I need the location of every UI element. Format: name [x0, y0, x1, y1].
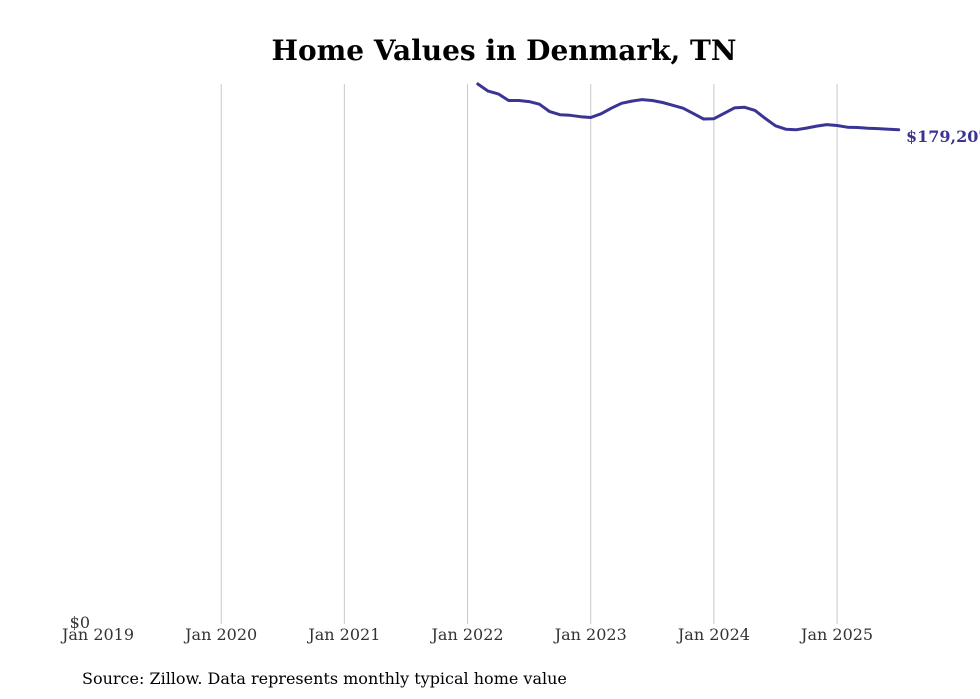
- x-tick-label-2022: Jan 2022: [430, 625, 504, 644]
- x-tick-label-2020: Jan 2020: [183, 625, 257, 644]
- x-tick-label-2024: Jan 2024: [676, 625, 750, 644]
- chart-title: Home Values in Denmark, TN: [272, 34, 737, 67]
- x-tick-label-2025: Jan 2025: [799, 625, 873, 644]
- x-tick-label-2021: Jan 2021: [306, 625, 380, 644]
- x-tick-label-2023: Jan 2023: [553, 625, 627, 644]
- x-axis: Jan 2019 Jan 2020 Jan 2021 Jan 2022 Jan 2023…: [60, 625, 873, 644]
- series-line: [476, 82, 901, 132]
- end-value-label: $179,207: [906, 127, 980, 146]
- x-tick-label-2019: Jan 2019: [60, 625, 134, 644]
- gridlines: [220, 84, 838, 624]
- source-note: Source: Zillow. Data represents monthly …: [82, 669, 567, 688]
- y-tick-label-zero: $0: [70, 613, 90, 632]
